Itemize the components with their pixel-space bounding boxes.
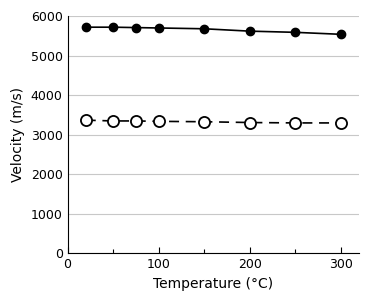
Y-axis label: Velocity (m/s): Velocity (m/s): [11, 87, 25, 182]
X-axis label: Temperature (°C): Temperature (°C): [153, 277, 273, 291]
